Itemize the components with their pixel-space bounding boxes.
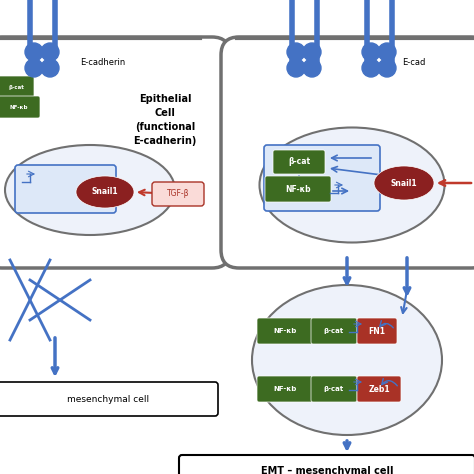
FancyBboxPatch shape bbox=[265, 176, 331, 202]
Circle shape bbox=[41, 43, 59, 61]
Text: NF-κb: NF-κb bbox=[273, 328, 297, 334]
Text: Snail1: Snail1 bbox=[91, 188, 118, 197]
Text: Zeb1: Zeb1 bbox=[368, 384, 390, 393]
Circle shape bbox=[287, 43, 305, 61]
Text: β-cat: β-cat bbox=[324, 386, 344, 392]
Circle shape bbox=[41, 59, 59, 77]
Text: E-cadherin: E-cadherin bbox=[80, 57, 125, 66]
FancyBboxPatch shape bbox=[311, 376, 357, 402]
Ellipse shape bbox=[252, 285, 442, 435]
Circle shape bbox=[287, 59, 305, 77]
FancyBboxPatch shape bbox=[0, 96, 40, 118]
Text: Epithelial
Cell
(functional
E-cadherin): Epithelial Cell (functional E-cadherin) bbox=[133, 94, 197, 146]
Circle shape bbox=[362, 59, 380, 77]
Text: Snail1: Snail1 bbox=[391, 179, 417, 188]
Text: β-cat: β-cat bbox=[288, 157, 310, 166]
Text: E-cad: E-cad bbox=[402, 57, 425, 66]
FancyBboxPatch shape bbox=[357, 376, 401, 402]
FancyBboxPatch shape bbox=[264, 145, 380, 211]
Circle shape bbox=[303, 43, 321, 61]
Text: NF-κb: NF-κb bbox=[285, 184, 311, 193]
FancyBboxPatch shape bbox=[0, 37, 230, 268]
FancyBboxPatch shape bbox=[257, 318, 313, 344]
Circle shape bbox=[25, 43, 43, 61]
Ellipse shape bbox=[374, 166, 434, 200]
Text: NF-κb: NF-κb bbox=[10, 104, 28, 109]
Text: TGF-β: TGF-β bbox=[167, 190, 189, 199]
Text: EMT – mesenchymal cell: EMT – mesenchymal cell bbox=[261, 466, 393, 474]
FancyBboxPatch shape bbox=[0, 76, 34, 98]
Ellipse shape bbox=[5, 145, 175, 235]
FancyBboxPatch shape bbox=[0, 382, 218, 416]
FancyBboxPatch shape bbox=[221, 37, 474, 268]
Circle shape bbox=[303, 59, 321, 77]
Text: β-cat: β-cat bbox=[324, 328, 344, 334]
FancyBboxPatch shape bbox=[357, 318, 397, 344]
FancyBboxPatch shape bbox=[15, 165, 116, 213]
Text: FN1: FN1 bbox=[368, 327, 385, 336]
FancyBboxPatch shape bbox=[311, 318, 357, 344]
Text: NF-κb: NF-κb bbox=[273, 386, 297, 392]
Circle shape bbox=[25, 59, 43, 77]
Circle shape bbox=[378, 59, 396, 77]
Text: mesenchymal cell: mesenchymal cell bbox=[67, 394, 149, 403]
FancyBboxPatch shape bbox=[257, 376, 313, 402]
FancyBboxPatch shape bbox=[152, 182, 204, 206]
FancyBboxPatch shape bbox=[179, 455, 474, 474]
Ellipse shape bbox=[76, 176, 134, 208]
Circle shape bbox=[378, 43, 396, 61]
FancyBboxPatch shape bbox=[273, 150, 325, 174]
Text: β-cat: β-cat bbox=[8, 84, 24, 90]
Ellipse shape bbox=[259, 128, 445, 243]
Circle shape bbox=[362, 43, 380, 61]
